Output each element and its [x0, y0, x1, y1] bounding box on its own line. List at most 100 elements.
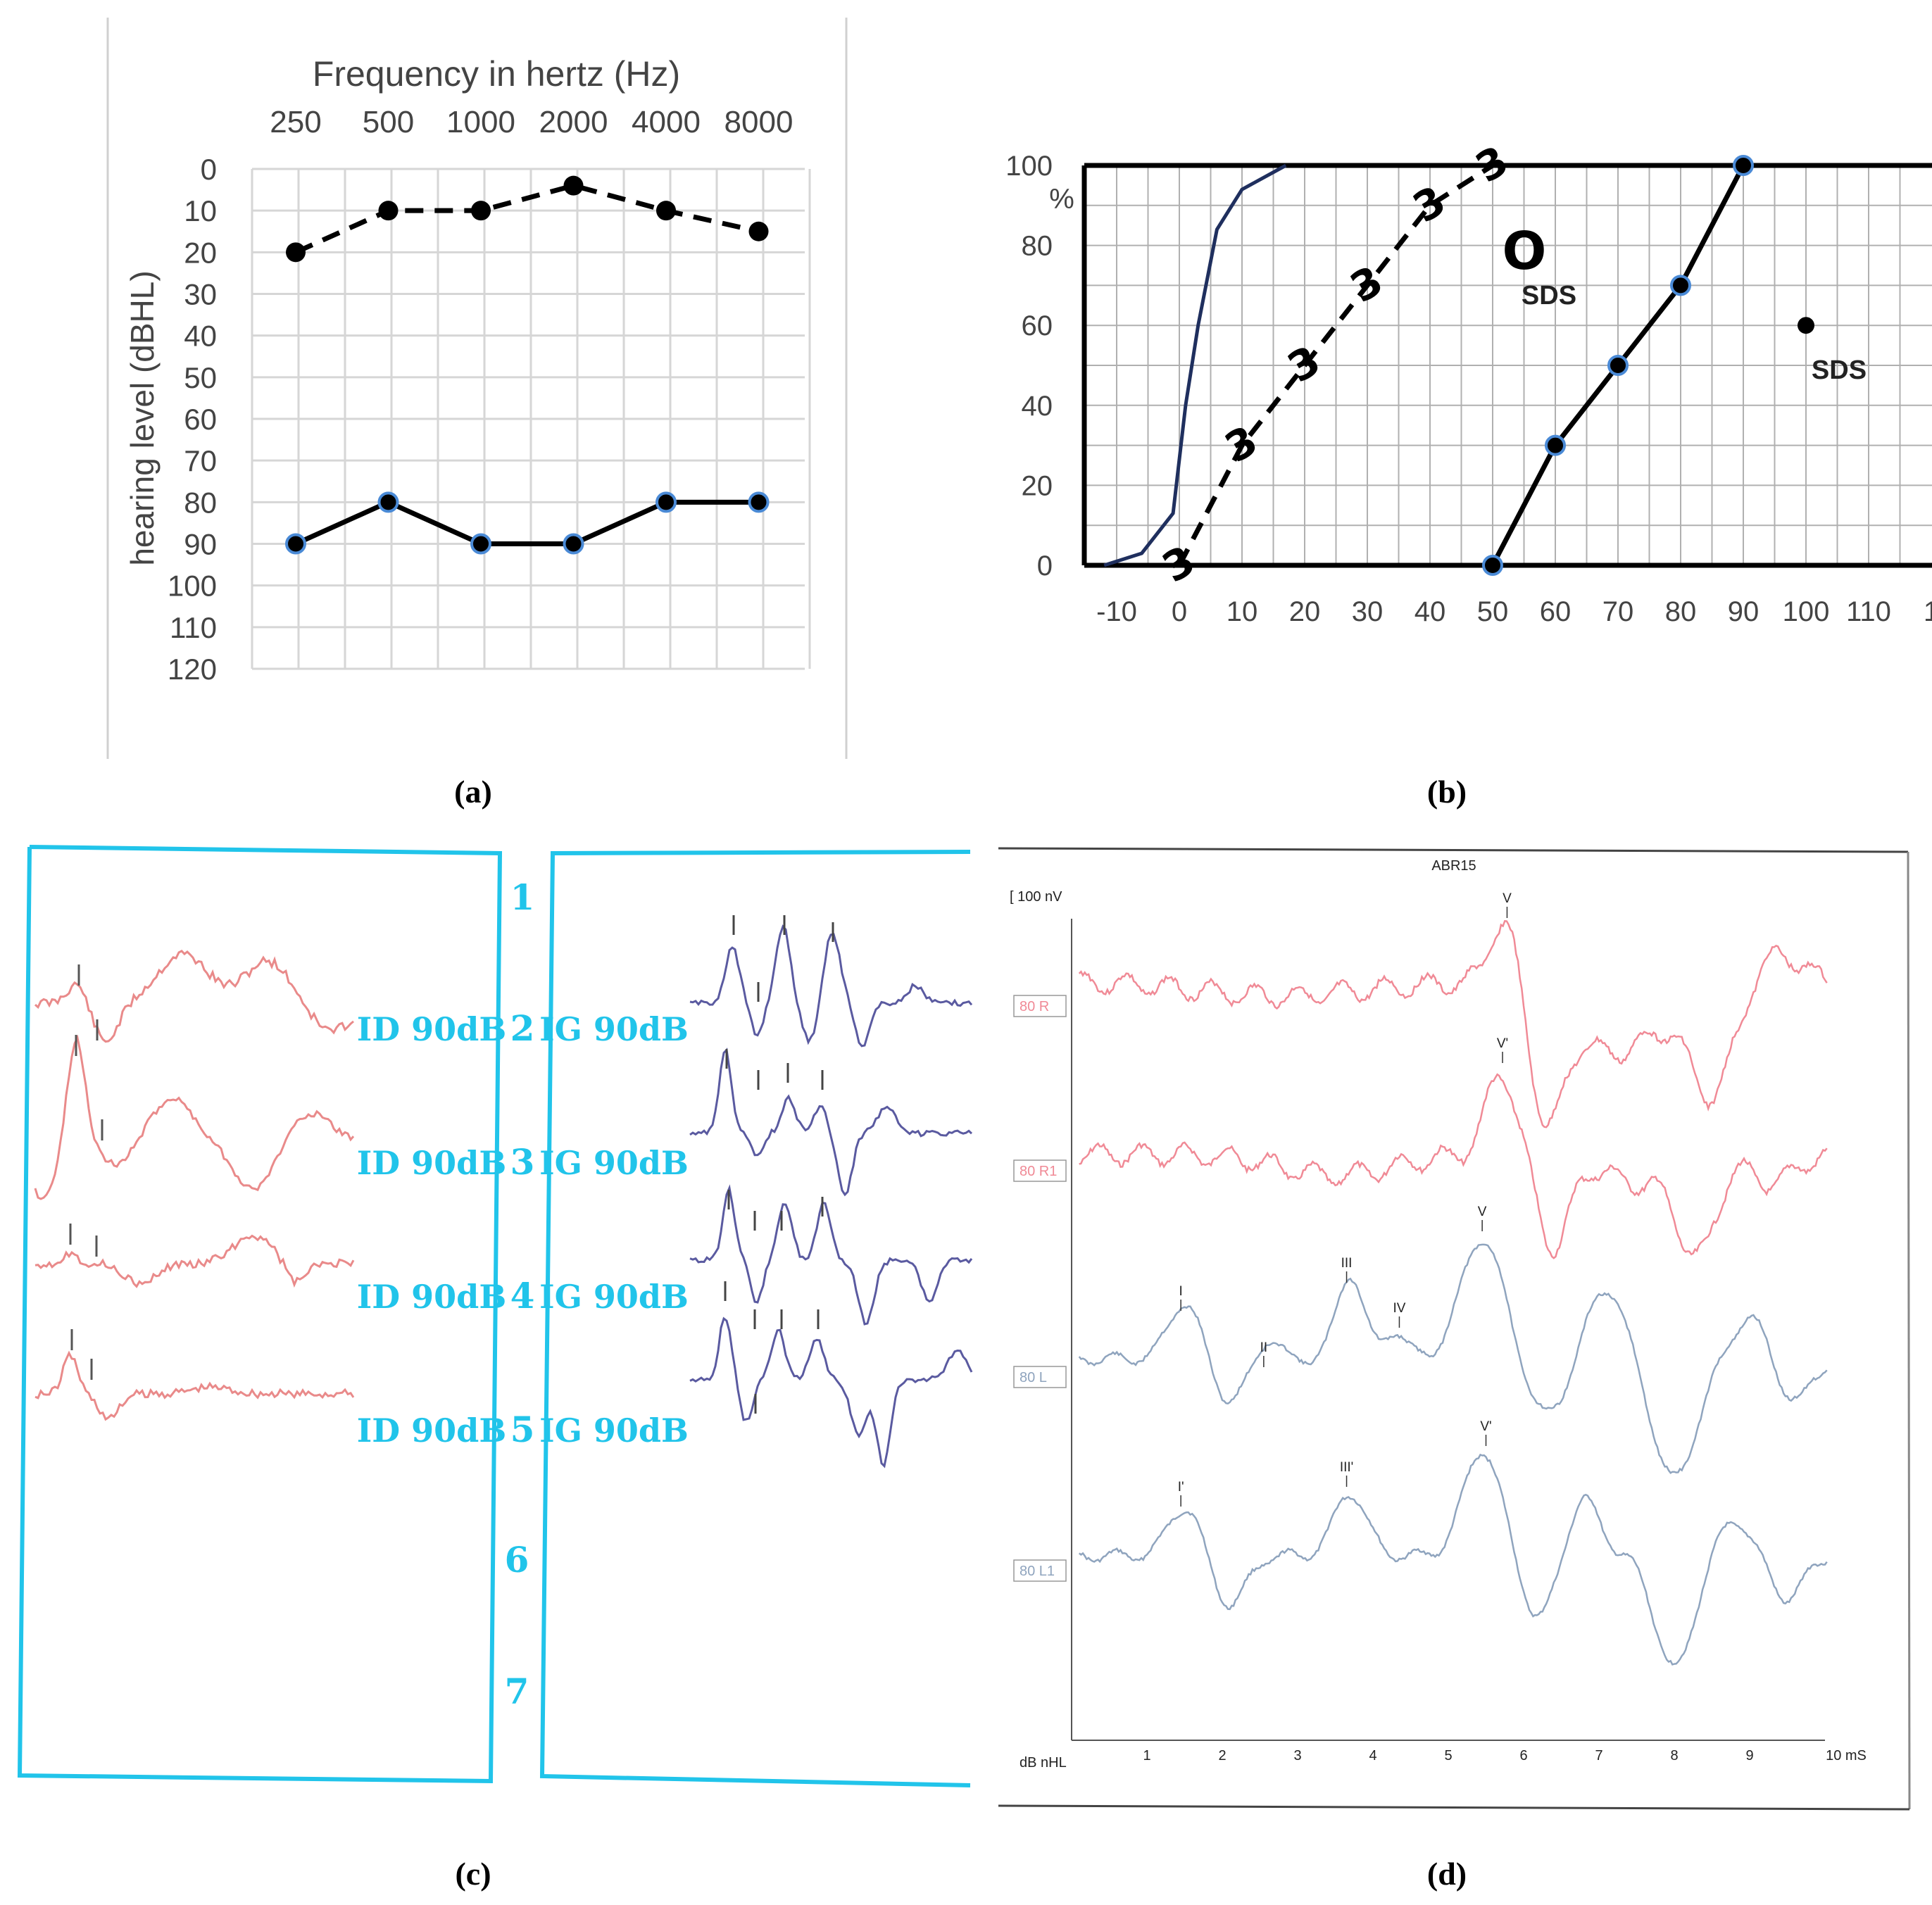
peak-label: V' — [1480, 1419, 1491, 1434]
y-tick-label: 90 — [184, 528, 217, 561]
left-trace-3 — [689, 1048, 973, 1197]
row-number: 5 — [510, 1409, 535, 1450]
left-frame — [17, 845, 503, 1784]
data-point — [470, 533, 491, 555]
x-axis-left-label: dB nHL — [1020, 1755, 1067, 1771]
data-point — [285, 533, 306, 555]
row-number: 4 — [510, 1275, 535, 1316]
data-point — [377, 491, 399, 513]
y-tick-label: 80 — [184, 486, 217, 519]
row-number: 2 — [510, 1007, 535, 1049]
sds-label-1: SDS — [1522, 281, 1576, 310]
y-tick-label: 40 — [1022, 391, 1053, 422]
x-tick-label: 0 — [1172, 596, 1187, 627]
trace-label: 80 R — [1020, 999, 1049, 1014]
trace-80L — [1078, 1243, 1828, 1474]
x-tick-label: 100 — [1783, 596, 1830, 627]
series-thin-line — [1103, 163, 1287, 567]
y-tick-label: 20 — [184, 236, 217, 269]
series-line-1 — [294, 499, 759, 546]
y-tick-label: 60 — [1022, 310, 1053, 341]
caption-c: (c) — [455, 1856, 491, 1892]
trace-80R1 — [1079, 1073, 1828, 1259]
left-ear-label: IG 90dB — [539, 1278, 689, 1316]
x-tick-label: 4000 — [632, 105, 701, 139]
x-tick-label: 4 — [1369, 1748, 1376, 1763]
chart-title: ABR15 — [1431, 858, 1476, 874]
x-tick-label: 70 — [1602, 596, 1634, 627]
right-frame — [539, 850, 971, 1787]
x-tick-label: 110 — [1846, 596, 1891, 627]
y-unit-label: % — [1049, 184, 1074, 215]
y-tick-label: 50 — [184, 361, 217, 394]
x-tick-label: 50 — [1477, 596, 1509, 627]
trace-label-box — [1013, 1559, 1067, 1582]
y-tick-label: 10 — [184, 194, 217, 227]
x-tick-label: 9 — [1745, 1748, 1753, 1763]
left-ear-label: IG 90dB — [539, 1010, 689, 1048]
trace-label-box — [1013, 1366, 1067, 1388]
x-tick-label: 30 — [1352, 596, 1384, 627]
right-trace-4 — [34, 1234, 355, 1288]
x-tick-label: 90 — [1728, 596, 1760, 627]
chart-title: Frequency in hertz (Hz) — [313, 54, 680, 94]
frame-top — [998, 847, 1909, 853]
left-ear-label: IG 90dB — [539, 1144, 689, 1182]
row-number: 7 — [505, 1671, 529, 1712]
left-trace-5 — [689, 1316, 973, 1469]
sds-dot-marker — [1798, 317, 1814, 334]
data-point — [1733, 155, 1754, 176]
x-tick-label: -10 — [1096, 596, 1137, 627]
right-ear-label: ID 90dB — [357, 1144, 506, 1182]
trace-label: 80 L — [1020, 1370, 1047, 1385]
trace-label: 80 R1 — [1020, 1164, 1057, 1179]
caption-d: (d) — [1427, 1856, 1467, 1892]
data-point — [471, 201, 491, 221]
data-point — [1607, 355, 1629, 376]
peak-label: IV — [1393, 1301, 1405, 1316]
right-trace-2 — [34, 950, 354, 1043]
y-tick-label: 100 — [1005, 151, 1053, 182]
series-dashed-line — [1177, 163, 1494, 567]
x-tick-label: 500 — [363, 105, 414, 139]
right-ear-label: ID 90dB — [357, 1010, 506, 1048]
data-point — [748, 221, 769, 241]
peak-label: I' — [1178, 1480, 1184, 1495]
y-tick-label: 70 — [184, 444, 217, 477]
left-trace-4 — [689, 1184, 973, 1326]
y-tick-label: 30 — [184, 278, 217, 311]
peak-label: V — [1478, 1205, 1487, 1219]
panel-c-abr-traces: 1 2 3 4 5 6 7 ID 90dB ID 90dB ID 90dB ID 90dB IG 90… — [17, 845, 973, 1787]
caption-a: (a) — [454, 774, 492, 810]
x-tick-label: 1000 — [446, 105, 515, 139]
y-axis-label: hearing level (dBHL) — [124, 270, 161, 565]
peak-label: II — [1260, 1340, 1268, 1355]
y-tick-label: 0 — [201, 153, 217, 186]
frame-right — [1907, 851, 1911, 1810]
x-tick-label: 60 — [1540, 596, 1572, 627]
x-tick-label: 7 — [1595, 1748, 1602, 1763]
y-tick-label: 20 — [1022, 470, 1053, 501]
panel-d-abr15: ABR15 [ 100 nV dB nHL 1 2 3 4 5 6 7 8 9 10 mS 80 R 80 … — [998, 847, 1911, 1811]
y-tick-label: 0 — [1037, 551, 1053, 581]
x-tick-label: 8000 — [724, 105, 794, 139]
right-ear-label: ID 90dB — [357, 1278, 506, 1316]
data-point — [563, 175, 584, 196]
trace-80R — [1078, 919, 1828, 1128]
left-ear-label: IG 90dB — [539, 1412, 689, 1450]
peak-label: V' — [1497, 1036, 1508, 1051]
data-point — [1482, 555, 1503, 576]
x-tick-label: 250 — [270, 105, 321, 139]
x-tick-label: 20 — [1289, 596, 1321, 627]
y-tick-label: 100 — [168, 570, 217, 603]
series-line-0 — [294, 183, 760, 255]
row-number: 1 — [510, 876, 535, 918]
data-point — [656, 201, 676, 221]
left-trace-2 — [689, 924, 973, 1048]
data-point — [656, 491, 677, 513]
y-tick-label: 40 — [184, 320, 217, 353]
row-number: 6 — [505, 1539, 529, 1580]
peak-label: III — [1341, 1256, 1353, 1271]
